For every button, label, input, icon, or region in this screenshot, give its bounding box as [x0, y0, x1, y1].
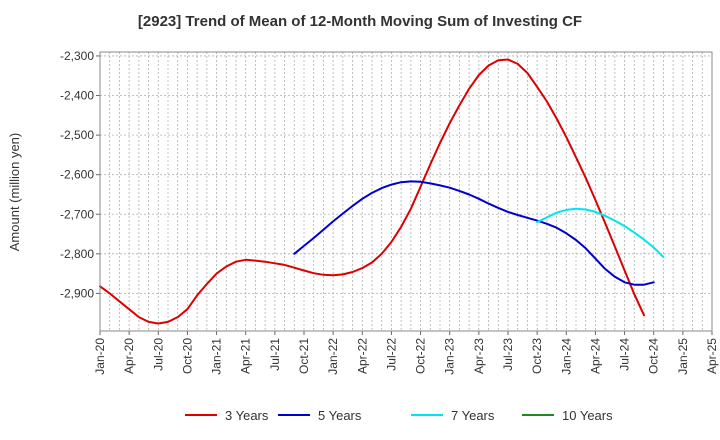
x-tick-label: Jan-21 [210, 338, 224, 375]
x-tick-label: Apr-24 [588, 338, 602, 374]
x-axis-ticks: Jan-20 Apr-20 Jul-20 Oct-20 Jan-21 Apr-21 Jul-… [93, 331, 719, 375]
grid [100, 52, 712, 331]
chart-title: [2923] Trend of Mean of 12-Month Moving … [138, 13, 582, 30]
legend-label: 5 Years [318, 408, 362, 423]
x-tick-label: Apr-20 [122, 338, 136, 374]
legend-item: 10 Years [522, 408, 613, 423]
y-axis-ticks: -2,300 -2,400 -2,500 -2,600 -2,700 -2,800 -2,9… [60, 49, 100, 300]
x-tick-label: Apr-23 [472, 338, 486, 374]
x-tick-label: Jul-23 [501, 338, 515, 371]
series-line-3-years [99, 58, 645, 325]
legend-item: 3 Years [185, 408, 269, 423]
y-tick-label: -2,500 [60, 128, 94, 142]
x-tick-label: Jul-24 [618, 338, 632, 371]
x-tick-label: Jul-21 [268, 338, 282, 371]
x-tick-label: Oct-24 [647, 338, 661, 374]
x-tick-label: Oct-20 [180, 338, 194, 374]
legend-label: 3 Years [225, 408, 269, 423]
legend: 3 Years 5 Years 7 Years 10 Years [185, 408, 613, 423]
x-tick-label: Apr-25 [705, 338, 719, 374]
y-axis-label: Amount (million yen) [7, 133, 22, 252]
y-tick-label: -2,900 [60, 286, 94, 300]
x-tick-label: Jan-25 [676, 338, 690, 375]
x-tick-label: Jul-22 [384, 338, 398, 371]
x-tick-label: Oct-22 [414, 338, 428, 374]
x-tick-label: Jan-23 [443, 338, 457, 375]
x-tick-label: Jan-20 [93, 338, 107, 375]
plot-frame [99, 51, 713, 332]
series-lines [99, 58, 665, 325]
x-tick-label: Apr-21 [239, 338, 253, 374]
x-tick-label: Oct-23 [530, 338, 544, 374]
x-tick-label: Oct-21 [297, 338, 311, 374]
x-tick-label: Jan-22 [326, 338, 340, 375]
legend-item: 7 Years [411, 408, 495, 423]
y-tick-label: -2,300 [60, 49, 94, 63]
legend-label: 7 Years [451, 408, 495, 423]
x-tick-label: Jul-20 [151, 338, 165, 371]
x-tick-label: Jan-24 [559, 338, 573, 375]
series-line-7-years [536, 207, 665, 258]
legend-item: 5 Years [278, 408, 362, 423]
legend-label: 10 Years [562, 408, 613, 423]
series-line-5-years [293, 180, 655, 286]
x-tick-label: Apr-22 [355, 338, 369, 374]
y-tick-label: -2,600 [60, 168, 94, 182]
y-tick-label: -2,800 [60, 247, 94, 261]
y-tick-label: -2,700 [60, 207, 94, 221]
y-tick-label: -2,400 [60, 89, 94, 103]
